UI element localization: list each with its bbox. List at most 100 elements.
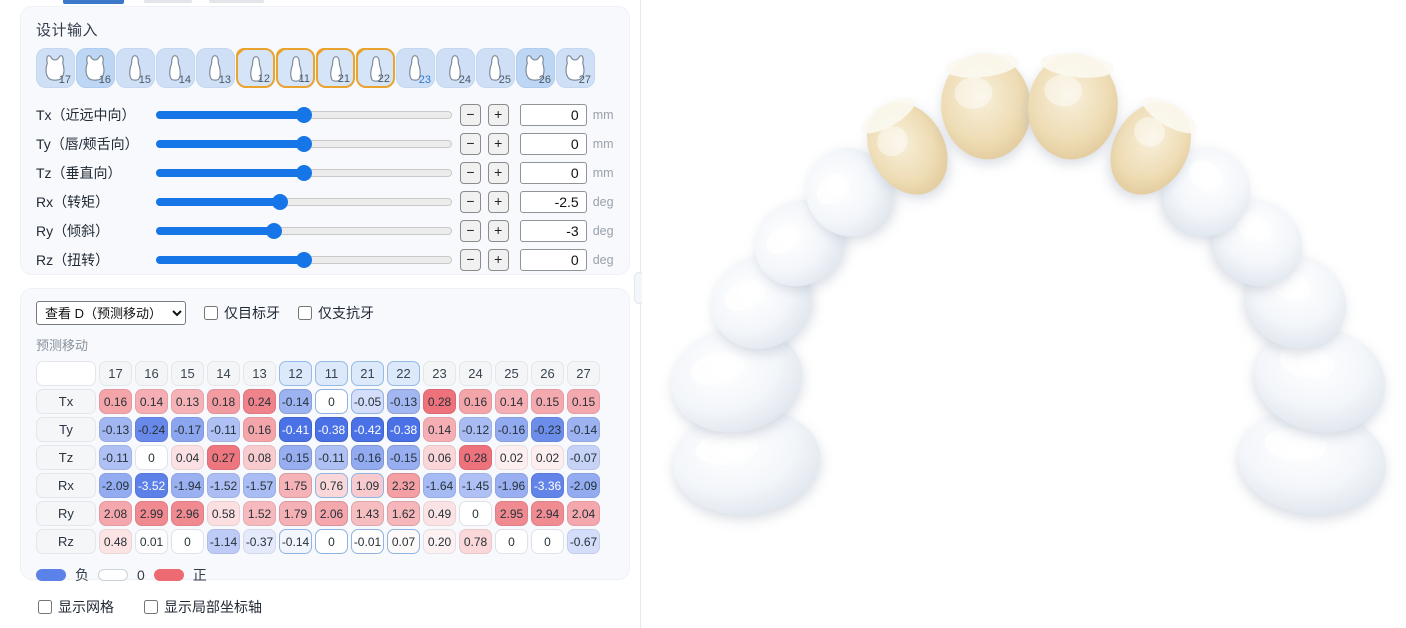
value-input-ry[interactable]	[519, 219, 587, 242]
tooth-button-12[interactable]: 12	[236, 48, 275, 88]
slider-thumb-ry[interactable]	[266, 222, 283, 239]
slider-label-tz: Tz（垂直向）	[36, 164, 122, 181]
tooth-highlight	[724, 280, 766, 311]
decrement-button-rx[interactable]: −	[460, 190, 481, 213]
slider-label-rx: Rx（转矩）	[36, 193, 110, 210]
tooth-button-21[interactable]: 21	[316, 48, 355, 88]
inactive-tab-indicator[interactable]	[144, 0, 192, 3]
decrement-button-ry[interactable]: −	[460, 219, 481, 242]
show-axes-label: 显示局部坐标轴	[164, 599, 262, 615]
tooth-3d-27[interactable]	[1233, 401, 1391, 522]
only-target-checkbox-group[interactable]: 仅目标牙	[204, 303, 280, 323]
decrement-button-tz[interactable]: −	[460, 161, 481, 184]
tooth-icon	[525, 55, 545, 81]
tooth-button-14[interactable]: 14	[156, 48, 195, 88]
slider-thumb-rx[interactable]	[272, 193, 289, 210]
show-grid-checkbox-group[interactable]: 显示网格	[38, 597, 114, 617]
decrement-button-ty[interactable]: −	[460, 132, 481, 155]
cell-Rz-16: 0.01	[135, 529, 168, 554]
viewport-3d[interactable]	[642, 0, 1406, 628]
row-label-Tz: Tz	[36, 445, 96, 470]
tooth-highlight	[1236, 212, 1272, 242]
tooth-3d-13[interactable]	[788, 131, 911, 255]
tooth-button-22[interactable]: 22	[356, 48, 395, 88]
increment-button-tx[interactable]: +	[487, 103, 509, 126]
slider-tx[interactable]	[156, 106, 452, 124]
value-input-tx[interactable]	[519, 103, 587, 126]
tooth-button-number: 27	[578, 74, 591, 86]
show-grid-label: 显示网格	[58, 599, 114, 615]
only-target-checkbox[interactable]	[204, 306, 218, 320]
increment-button-rz[interactable]: +	[487, 248, 509, 271]
value-input-ty[interactable]	[519, 132, 587, 155]
cell-Tx-25: 0.14	[495, 389, 528, 414]
show-grid-checkbox[interactable]	[38, 600, 52, 614]
cell-Tx-26: 0.15	[531, 389, 564, 414]
tooth-button-23[interactable]: 23	[396, 48, 435, 88]
value-input-rx[interactable]	[519, 190, 587, 213]
cell-Ry-15: 2.96	[171, 501, 204, 526]
unit-label-tz: mm	[592, 165, 614, 180]
cell-Rx-11: 0.76	[315, 473, 348, 498]
active-tab-indicator[interactable]	[63, 0, 124, 4]
increment-button-rx[interactable]: +	[487, 190, 509, 213]
tooth-button-24[interactable]: 24	[436, 48, 475, 88]
view-controls: 查看 D（预测移动） 仅目标牙 仅支抗牙	[36, 301, 614, 325]
cell-Tz-12: -0.15	[279, 445, 312, 470]
cell-Tz-22: -0.15	[387, 445, 420, 470]
tooth-button-26[interactable]: 26	[516, 48, 555, 88]
slider-thumb-tx[interactable]	[296, 106, 312, 123]
cell-Ty-25: -0.16	[495, 417, 528, 442]
tooth-button-16[interactable]: 16	[76, 48, 115, 88]
slider-ry[interactable]	[156, 222, 452, 240]
cell-Rx-26: -3.36	[531, 473, 564, 498]
tooth-button-15[interactable]: 15	[116, 48, 155, 88]
cell-Ry-22: 1.62	[387, 501, 420, 526]
tooth-button-11[interactable]: 11	[276, 48, 315, 88]
tooth-3d-23[interactable]	[1145, 131, 1268, 255]
value-input-tz[interactable]	[519, 161, 587, 184]
cell-Ty-26: -0.23	[531, 417, 564, 442]
only-anchor-checkbox-group[interactable]: 仅支抗牙	[298, 303, 374, 323]
increment-button-ty[interactable]: +	[487, 132, 509, 155]
cell-Tz-11: -0.11	[315, 445, 348, 470]
slider-tz[interactable]	[156, 164, 452, 182]
slider-thumb-tz[interactable]	[296, 164, 312, 181]
tooth-3d-11[interactable]	[936, 49, 1036, 164]
decrement-button-rz[interactable]: −	[460, 248, 481, 271]
show-axes-checkbox-group[interactable]: 显示局部坐标轴	[144, 597, 262, 617]
show-axes-checkbox[interactable]	[144, 600, 158, 614]
tooth-3d-12[interactable]	[851, 88, 964, 210]
slider-ty[interactable]	[156, 135, 452, 153]
cell-Rx-23: -1.64	[423, 473, 456, 498]
cell-Ty-15: -0.17	[171, 417, 204, 442]
inactive-tab-indicator[interactable]	[209, 0, 264, 3]
slider-thumb-rz[interactable]	[296, 251, 312, 268]
tooth-3d-17[interactable]	[668, 401, 826, 522]
slider-thumb-ty[interactable]	[296, 135, 312, 152]
tooth-button-27[interactable]: 27	[556, 48, 595, 88]
tooth-incisal-rim	[1142, 97, 1197, 134]
tooth-3d-21[interactable]	[1023, 49, 1123, 164]
slider-rx[interactable]	[156, 193, 452, 211]
tooth-3d-16[interactable]	[662, 315, 812, 444]
tooth-3d-22[interactable]	[1094, 88, 1207, 210]
tooth-button-number: 16	[98, 74, 111, 86]
tooth-button-25[interactable]: 25	[476, 48, 515, 88]
cell-Rz-17: 0.48	[99, 529, 132, 554]
only-target-label: 仅目标牙	[224, 305, 280, 321]
increment-button-tz[interactable]: +	[487, 161, 509, 184]
cell-Ty-14: -0.11	[207, 417, 240, 442]
cell-Tx-27: 0.15	[567, 389, 600, 414]
tooth-button-13[interactable]: 13	[196, 48, 235, 88]
tooth-highlight	[1279, 345, 1335, 379]
value-input-rz[interactable]	[519, 248, 587, 271]
slider-rz[interactable]	[156, 251, 452, 269]
increment-button-ry[interactable]: +	[487, 219, 509, 242]
view-mode-select[interactable]: 查看 D（预测移动）	[36, 301, 186, 325]
tooth-button-17[interactable]: 17	[36, 48, 75, 88]
cell-Rz-11: 0	[315, 529, 348, 554]
decrement-button-tx[interactable]: −	[460, 103, 481, 126]
only-anchor-checkbox[interactable]	[298, 306, 312, 320]
tooth-3d-26[interactable]	[1245, 315, 1395, 444]
